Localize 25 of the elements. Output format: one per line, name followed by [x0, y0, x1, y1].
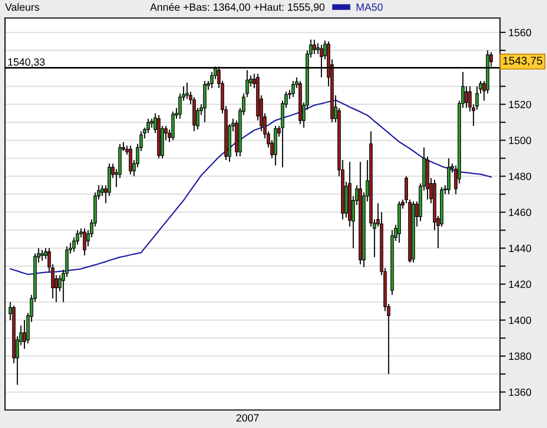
y-tick-label: 1420: [509, 280, 532, 288]
y-tick-label: 1380: [509, 352, 532, 360]
y-tick-label: 1520: [509, 100, 532, 108]
legend-label: MA50: [356, 3, 383, 11]
candlestick: [100, 184, 104, 197]
candlestick: [40, 249, 44, 262]
y-tick-label: 1500: [509, 136, 532, 144]
candlestick: [291, 80, 295, 98]
chart-subtitle: Année +Bas: 1364,00 +Haut: 1555,90: [150, 3, 325, 12]
y-tick-label: 1460: [509, 208, 532, 216]
y-tick-label: 1560: [509, 28, 532, 36]
y-tick-label: 1440: [509, 244, 532, 252]
y-tick-label: 1360: [509, 388, 532, 396]
candlestick: [203, 80, 206, 123]
x-axis-title: 2007: [236, 414, 259, 422]
y-tick-label: 1400: [509, 316, 532, 324]
candlestick: [82, 228, 86, 256]
candlestick: [447, 158, 450, 195]
ref-line-label: 1540,33: [8, 58, 45, 67]
candlestick: [312, 39, 316, 55]
candlestick: [464, 86, 468, 108]
text: 1543,75: [503, 56, 542, 66]
candlestick: [171, 110, 175, 141]
legend-title: Valeurs: [5, 3, 40, 11]
y-tick-label: 1480: [509, 172, 532, 180]
